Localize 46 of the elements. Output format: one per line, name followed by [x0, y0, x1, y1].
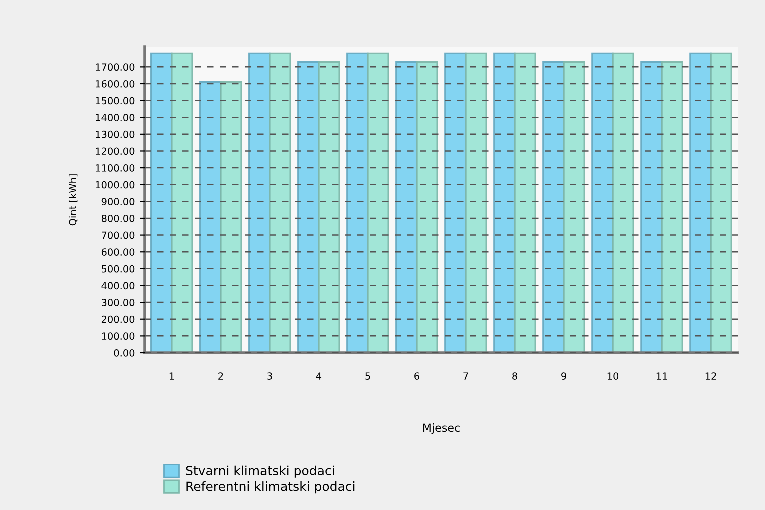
bar	[514, 52, 536, 353]
x-tick-label: 1	[170, 372, 174, 380]
bar	[269, 52, 292, 353]
y-tick-label: 1700.00	[96, 64, 135, 72]
y-tick-label: 500.00	[102, 265, 135, 273]
y-tick-label: 100.00	[102, 332, 135, 340]
y-tick-label: 300.00	[102, 299, 135, 306]
x-tick-label: 5	[366, 372, 370, 380]
bar	[465, 52, 488, 353]
y-tick-label: 1000.00	[96, 181, 135, 189]
bar	[612, 52, 634, 353]
x-tick-label: 11	[656, 372, 668, 380]
bar	[563, 61, 586, 353]
y-tick-label: 400.00	[102, 282, 135, 290]
y-tick-label: 1300.00	[96, 130, 135, 138]
x-tick-label: 9	[562, 372, 566, 380]
x-tick-label: 4	[316, 372, 322, 380]
bar	[171, 52, 194, 353]
x-tick-label: 3	[268, 372, 272, 380]
bar	[220, 81, 242, 353]
y-tick-label: 1600.00	[96, 80, 135, 88]
y-tick-label: 900.00	[102, 198, 135, 206]
bar	[318, 61, 340, 353]
x-tick-label: 8	[512, 372, 518, 380]
x-axis-title: Mjesec	[423, 424, 460, 434]
x-tick-label: 2	[218, 372, 224, 380]
legend-label: Stvarni klimatski podaci	[186, 466, 334, 478]
bar	[416, 61, 438, 353]
y-tick-label: 200.00	[102, 316, 135, 324]
x-tick-label: 7	[464, 372, 468, 380]
x-tick-label: 6	[414, 372, 420, 380]
bar	[661, 61, 684, 353]
bar	[710, 52, 732, 353]
y-tick-label: 600.00	[102, 248, 135, 256]
x-tick-label: 10	[608, 372, 619, 380]
y-tick-label: 1200.00	[96, 148, 135, 156]
legend-label: Referentni klimatski podaci	[186, 482, 355, 494]
y-tick-label: 1100.00	[96, 164, 135, 172]
y-tick-label: 700.00	[102, 232, 135, 240]
y-axis-title: Qint [kWh]	[68, 174, 78, 226]
y-tick-label: 1500.00	[96, 97, 135, 105]
x-tick-label: 12	[706, 372, 716, 380]
y-tick-label: 0.00	[114, 349, 135, 357]
y-tick-label: 800.00	[102, 214, 135, 222]
bar	[367, 52, 390, 353]
y-tick-label: 1400.00	[96, 114, 135, 122]
